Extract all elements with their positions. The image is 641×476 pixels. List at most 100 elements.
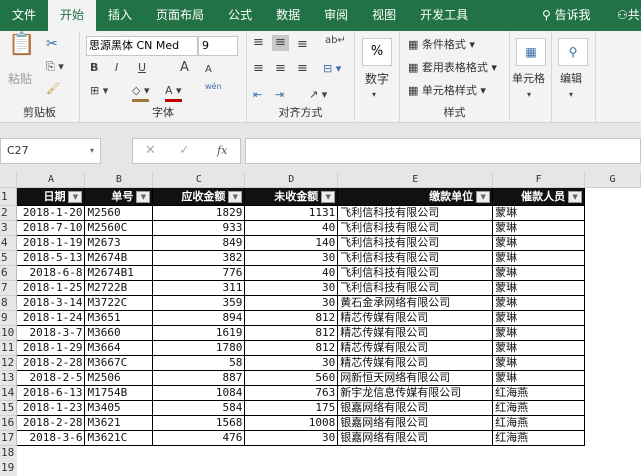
align-center-icon[interactable]: ≡ <box>275 61 286 76</box>
cell[interactable]: M3664 <box>84 340 154 356</box>
cell[interactable]: 蒙琳 <box>492 295 586 311</box>
select-all-corner[interactable] <box>0 173 18 188</box>
cell[interactable]: 蒙琳 <box>492 355 586 371</box>
cell[interactable]: 精芯传媒有限公司 <box>337 310 494 326</box>
font-name-select[interactable]: 思源黑体 CN Med <box>86 36 198 56</box>
cell[interactable]: M2560C <box>84 220 154 236</box>
cell[interactable]: 1829 <box>152 205 246 221</box>
cell[interactable]: 飞利信科技有限公司 <box>337 250 494 266</box>
cancel-icon[interactable]: ✕ <box>145 143 156 158</box>
cell[interactable]: 58 <box>152 355 246 371</box>
cell[interactable] <box>585 296 641 311</box>
cell[interactable]: M2506 <box>84 370 154 386</box>
filter-dropdown-icon[interactable]: ▼ <box>321 190 336 203</box>
row-header[interactable]: 8 <box>0 295 18 311</box>
cell[interactable]: M3660 <box>84 325 154 341</box>
cell[interactable]: 584 <box>152 400 246 416</box>
cell[interactable]: M2674B <box>84 250 154 266</box>
header-cell[interactable]: 催款人员 ▼ <box>492 187 586 206</box>
cell[interactable]: 飞利信科技有限公司 <box>337 220 494 236</box>
tab-8[interactable]: 开发工具 <box>420 8 469 22</box>
cell[interactable]: 763 <box>244 385 339 401</box>
fill-color-icon[interactable]: ◇ ▾ <box>132 83 150 102</box>
cell[interactable]: 精芯传媒有限公司 <box>337 325 494 341</box>
cell[interactable]: 蒙琳 <box>492 250 586 266</box>
cell[interactable]: 飞利信科技有限公司 <box>337 235 494 251</box>
row-header[interactable]: 16 <box>0 415 18 431</box>
cell[interactable]: 蒙琳 <box>492 310 586 326</box>
paste-button[interactable]: 粘贴 <box>8 72 33 86</box>
cell[interactable] <box>585 431 641 446</box>
cell[interactable]: M3722C <box>84 295 154 311</box>
cell[interactable]: M2673 <box>84 235 154 251</box>
cell[interactable]: 飞利信科技有限公司 <box>337 265 494 281</box>
align-top-icon[interactable]: ≡ <box>253 35 264 50</box>
column-header[interactable]: G <box>584 173 641 188</box>
cell[interactable]: 933 <box>152 220 246 236</box>
cell[interactable]: 2018-1-25 <box>16 280 86 296</box>
cell[interactable]: 30 <box>244 430 339 446</box>
column-header[interactable]: C <box>152 173 246 188</box>
cell[interactable] <box>585 416 641 431</box>
increase-indent-icon[interactable]: ⇥ <box>275 88 285 101</box>
editing-button[interactable]: 编辑 <box>560 72 582 85</box>
cell[interactable]: 蒙琳 <box>492 280 586 296</box>
cell[interactable]: 2018-1-20 <box>16 205 86 221</box>
row-header[interactable]: 10 <box>0 325 18 341</box>
cell[interactable] <box>585 236 641 251</box>
cell[interactable] <box>585 326 641 341</box>
cell[interactable]: M3651 <box>84 310 154 326</box>
cell[interactable]: 2018-1-29 <box>16 340 86 356</box>
cell[interactable]: 40 <box>244 265 339 281</box>
filter-dropdown-icon[interactable]: ▼ <box>228 190 243 203</box>
header-cell[interactable]: 日期 ▼ <box>16 187 86 206</box>
bold-button[interactable]: B <box>90 61 99 74</box>
cell[interactable]: 2018-1-24 <box>16 310 86 326</box>
cell[interactable]: 飞利信科技有限公司 <box>337 205 494 221</box>
insert-function-icon[interactable]: fx <box>217 144 228 157</box>
cell[interactable]: 红海燕 <box>492 430 586 446</box>
cell[interactable]: 蒙琳 <box>492 205 586 221</box>
cell[interactable]: 2018-2-28 <box>16 355 86 371</box>
row-header[interactable]: 5 <box>0 250 18 266</box>
wrap-text-icon[interactable]: ab↵ <box>325 35 346 46</box>
cell[interactable]: 1008 <box>244 415 339 431</box>
cell[interactable]: 812 <box>244 310 339 326</box>
cell[interactable]: M3621C <box>84 430 154 446</box>
header-cell[interactable]: 应收金额 ▼ <box>152 187 246 206</box>
cell[interactable]: 476 <box>152 430 246 446</box>
column-header[interactable]: E <box>337 173 494 188</box>
cell[interactable]: 1619 <box>152 325 246 341</box>
cell[interactable]: M2674B1 <box>84 265 154 281</box>
cells-icon[interactable]: ▦ <box>516 38 546 66</box>
cell[interactable] <box>585 401 641 416</box>
row-header[interactable]: 6 <box>0 265 18 281</box>
header-cell[interactable]: 未收金额 ▼ <box>244 187 339 206</box>
cell[interactable]: M2560 <box>84 205 154 221</box>
filter-dropdown-icon[interactable]: ▼ <box>136 190 151 203</box>
shrink-font-button[interactable]: A <box>205 64 212 75</box>
cell-styles-button[interactable]: ▦ 单元格样式 ▾ <box>408 84 486 97</box>
cell[interactable]: 776 <box>152 265 246 281</box>
row-header[interactable]: 18 <box>0 445 17 461</box>
font-color-icon[interactable]: A ▾ <box>165 83 182 102</box>
cell[interactable]: 140 <box>244 235 339 251</box>
cell[interactable]: 蒙琳 <box>492 370 586 386</box>
row-header[interactable]: 7 <box>0 280 18 296</box>
cell[interactable] <box>585 371 641 386</box>
orientation-icon[interactable]: ↗ ▾ <box>309 88 328 101</box>
tab-2[interactable]: 插入 <box>108 8 133 22</box>
align-left-icon[interactable]: ≡ <box>253 61 264 76</box>
format-painter-icon[interactable]: 🖌 <box>46 82 60 95</box>
number-button[interactable]: 数字 <box>365 72 390 86</box>
cell[interactable]: 560 <box>244 370 339 386</box>
cell[interactable]: 2018-3-14 <box>16 295 86 311</box>
column-header[interactable]: D <box>244 173 339 188</box>
cell[interactable]: 1780 <box>152 340 246 356</box>
cell[interactable]: 887 <box>152 370 246 386</box>
column-header[interactable]: F <box>492 173 586 188</box>
cell[interactable]: M2722B <box>84 280 154 296</box>
cell[interactable]: 红海燕 <box>492 400 586 416</box>
cell[interactable]: M3405 <box>84 400 154 416</box>
cell[interactable]: 30 <box>244 280 339 296</box>
